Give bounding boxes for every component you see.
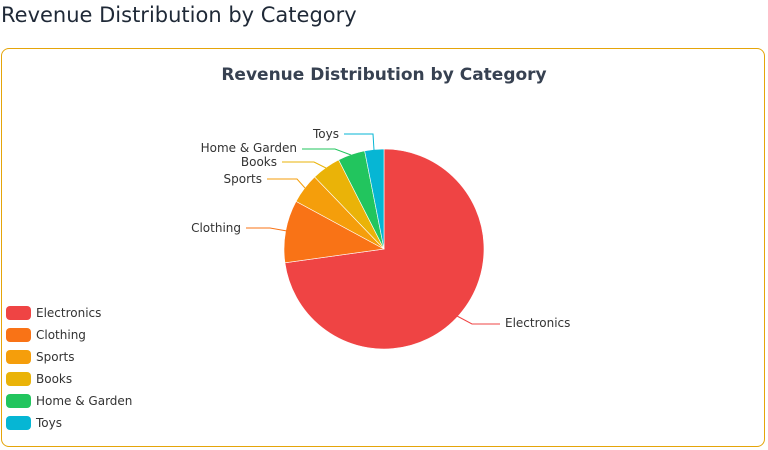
legend-item-books[interactable]: Books xyxy=(6,368,132,390)
legend-swatch-icon xyxy=(6,306,31,320)
legend-swatch-icon xyxy=(6,372,31,386)
slice-label-clothing: Clothing xyxy=(191,221,241,235)
leader-line-sports xyxy=(267,178,306,189)
leader-line-electronics xyxy=(456,315,500,325)
chart-container xyxy=(1,48,765,447)
page-title: Revenue Distribution by Category xyxy=(1,3,357,27)
slice-label-home-garden: Home & Garden xyxy=(201,141,297,155)
chart-title: Revenue Distribution by Category xyxy=(221,65,547,85)
legend-item-clothing[interactable]: Clothing xyxy=(6,324,132,346)
legend-item-home-garden[interactable]: Home & Garden xyxy=(6,390,132,412)
legend-item-toys[interactable]: Toys xyxy=(6,412,132,434)
legend-label: Toys xyxy=(36,416,62,430)
pie-slices xyxy=(283,148,485,350)
legend-swatch-icon xyxy=(6,350,31,364)
legend-item-electronics[interactable]: Electronics xyxy=(6,302,132,324)
slice-label-sports: Sports xyxy=(224,172,262,186)
legend-label: Home & Garden xyxy=(36,394,133,408)
chart-legend: Electronics Clothing Sports Books Home &… xyxy=(6,302,132,434)
legend-label: Electronics xyxy=(36,306,102,320)
legend-label: Sports xyxy=(36,350,75,364)
legend-item-sports[interactable]: Sports xyxy=(6,346,132,368)
legend-label: Clothing xyxy=(36,328,86,342)
legend-swatch-icon xyxy=(6,416,31,430)
leader-line-clothing xyxy=(246,227,288,232)
leader-line-toys xyxy=(344,133,375,151)
slice-label-electronics: Electronics xyxy=(505,316,570,330)
leader-line-books xyxy=(282,161,327,169)
legend-label: Books xyxy=(36,372,73,386)
leader-line-home-garden xyxy=(302,148,352,156)
legend-swatch-icon xyxy=(6,394,31,408)
legend-swatch-icon xyxy=(6,328,31,342)
slice-label-books: Books xyxy=(241,155,277,169)
slice-label-toys: Toys xyxy=(312,127,339,141)
